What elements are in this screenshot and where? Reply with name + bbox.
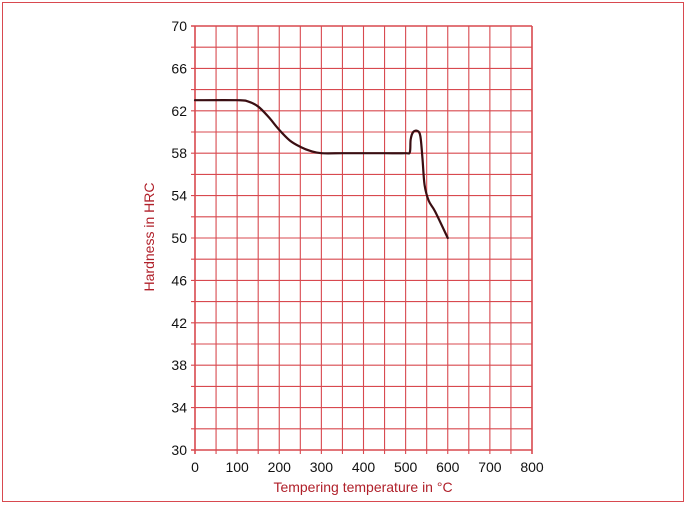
y-tick-label: 66 (171, 60, 187, 76)
chart-frame (2, 2, 684, 502)
y-tick-label: 58 (171, 145, 187, 161)
y-axis-title: Hardness in HRC (141, 183, 157, 292)
y-tick-labels: 30 34 38 42 46 50 54 58 62 66 70 (171, 18, 187, 458)
y-tick-label: 30 (171, 442, 187, 458)
x-tick-label: 0 (191, 459, 199, 475)
x-tick-label: 500 (394, 459, 418, 475)
x-tick-label: 100 (225, 459, 249, 475)
x-tick-labels: 0 100 200 300 400 500 600 700 800 (191, 459, 544, 475)
y-tick-label: 70 (171, 18, 187, 34)
x-tick-label: 300 (310, 459, 334, 475)
y-tick-label: 38 (171, 357, 187, 373)
hardness-curve (193, 99, 449, 240)
y-tick-label: 50 (171, 230, 187, 246)
x-tick-label: 600 (436, 459, 460, 475)
y-tick-label: 34 (171, 400, 187, 416)
y-tick-label: 62 (171, 103, 187, 119)
y-tick-label: 54 (171, 188, 187, 204)
x-tick-label: 800 (520, 459, 544, 475)
y-tick-label: 46 (171, 272, 187, 288)
grid (191, 25, 533, 454)
x-tick-label: 200 (268, 459, 292, 475)
x-tick-label: 700 (478, 459, 502, 475)
x-axis-title: Tempering temperature in °C (273, 479, 452, 495)
x-tick-label: 400 (352, 459, 376, 475)
y-tick-label: 42 (171, 315, 187, 331)
